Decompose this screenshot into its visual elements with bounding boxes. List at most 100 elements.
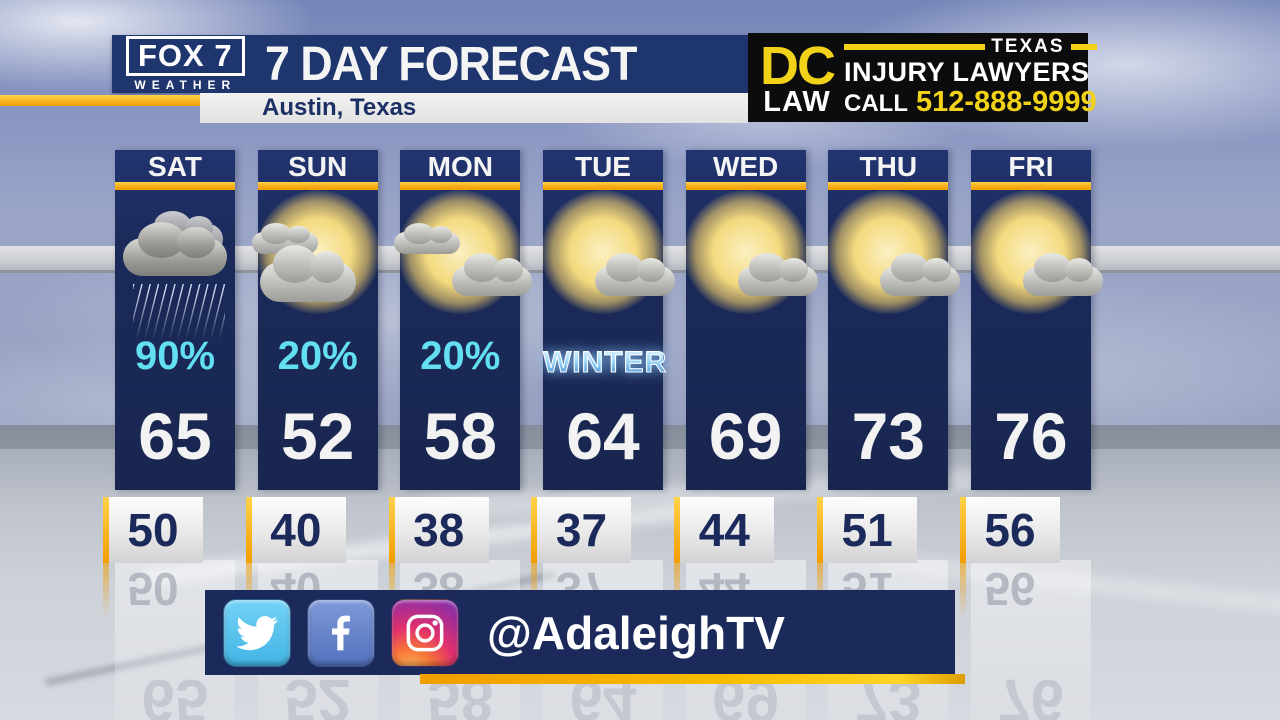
low-accent-bar [245,497,252,563]
forecast-columns: SAT 90% 65 SUN 20% 52 MON 20% 58 TUE WIN… [115,150,1103,490]
sponsor-headline: INJURY LAWYERS [844,57,1090,88]
precip-chance [828,330,948,382]
high-temp-reflection: 76 [997,667,1065,720]
precip-chance: 90% [134,334,216,378]
mostly-sunny-icon [683,190,818,330]
social-media-bar: @AdaleighTV [205,590,955,675]
day-accent-bar [828,182,949,190]
high-temp: 69 [708,399,783,473]
high-temp-reflection: 52 [284,667,352,720]
low-temp: 40 [270,504,322,556]
low-temp-row: 50 40 38 37 44 51 56 [103,497,1060,563]
high-temp: 76 [994,399,1068,473]
high-temp-reflection: 65 [141,667,209,720]
precip-chance [686,330,806,382]
floor-reflection-strip [971,560,1091,720]
low-box-sat: 50 [103,497,203,563]
sponsor-region: TEXAS [991,36,1065,58]
header-accent-stripe [0,95,205,106]
cloud-glyph [259,245,356,302]
social-bar-accent-underline [420,674,965,684]
day-accent-bar [115,182,235,190]
day-column-thu: THU 73 [826,150,961,490]
low-box-fri: 56 [959,497,1060,563]
low-accent-bar [531,497,538,563]
rain-streaks-glyph [133,284,225,340]
day-label: SAT [148,151,202,182]
high-temp: 65 [138,399,212,473]
station-logo: FOX 7 WEATHER [126,36,245,92]
winter-overlay-label: WINTER [542,346,668,380]
high-temp: 73 [851,399,925,473]
ad-accent-bar [844,44,986,51]
day-column-mon: MON 20% 58 [394,150,533,490]
day-column-tue: TUE WINTER 64 [540,150,675,490]
day-label: TUE [574,151,631,182]
day-column-wed: WED 69 [683,150,818,490]
low-temp: 37 [555,504,608,556]
sponsor-call-label: CALL [844,89,908,117]
high-temp: 58 [423,399,498,473]
cloud-glyph [394,222,461,254]
station-logo-text: FOX 7 [126,36,245,76]
day-accent-bar [970,182,1091,190]
low-accent-bar [817,497,824,563]
low-box-wed: 44 [674,497,775,563]
low-box-tue: 37 [531,497,632,563]
day-accent-bar [400,182,521,190]
cloud-glyph [1022,253,1103,296]
location-strip: Austin, Texas [200,93,748,123]
sponsor-region-row: TEXAS [844,36,1097,58]
day-column-sun: SUN 20% 52 [251,150,380,490]
high-temp: 52 [280,399,355,473]
low-accent-bar [103,497,109,563]
rain-cloud-glyph [123,222,227,276]
low-temp: 38 [413,504,465,556]
precip-chance: 20% [420,334,501,378]
low-box-thu: 51 [817,497,918,563]
mostly-cloudy-icon [251,190,380,330]
low-accent-bar [388,497,395,563]
sponsor-ad-banner: DC LAW TEXAS INJURY LAWYERS CALL 512-888… [748,33,1097,122]
day-label: WED [712,151,779,182]
day-label: MON [427,151,493,182]
cloud-glyph [737,253,818,296]
social-handle: @AdaleighTV [487,606,785,659]
sponsor-brand-top: DC [760,35,836,96]
day-column-fri: FRI 76 [968,150,1103,490]
low-temp: 50 [127,504,179,556]
day-column-sat: SAT 90% 65 [115,150,235,490]
day-accent-bar [542,182,663,190]
facebook-icon [307,598,375,667]
location-label: Austin, Texas [262,94,417,121]
precip-chance [971,330,1091,382]
high-temp: 64 [566,399,640,473]
low-accent-bar [674,497,681,563]
low-box-sun: 40 [245,497,346,563]
low-temp: 44 [698,504,750,556]
day-label: FRI [1008,151,1054,182]
header-banner: FOX 7 WEATHER 7 DAY FORECAST [112,35,748,93]
day-accent-bar [257,182,378,190]
day-label: THU [859,151,918,182]
mostly-sunny-icon [540,190,675,330]
page-title: 7 DAY FORECAST [264,37,637,91]
mostly-sunny-icon [826,190,961,330]
sponsor-call-row: CALL 512-888-9999 [844,85,1097,119]
low-temp-reflection: 50 [103,562,203,618]
mostly-sunny-icon [968,190,1103,330]
sponsor-logo: DC LAW [760,35,836,118]
ad-accent-bar [1070,44,1097,51]
twitter-icon [223,598,291,667]
precip-chance: 20% [277,334,358,378]
low-temp-reflection: 56 [959,562,1060,618]
low-accent-bar [959,497,966,563]
low-temp: 51 [841,504,893,556]
sponsor-brand-bottom: LAW [763,85,831,118]
low-temp: 56 [984,504,1036,556]
sponsor-ad-text: TEXAS INJURY LAWYERS CALL 512-888-9999 [844,36,1097,118]
sponsor-phone-number: 512-888-9999 [915,85,1097,118]
day-label: SUN [288,151,348,182]
cloud-glyph [452,253,533,296]
